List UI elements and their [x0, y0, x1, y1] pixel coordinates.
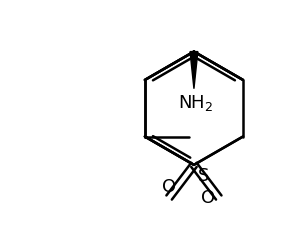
Text: S: S	[198, 167, 209, 185]
Text: O: O	[162, 177, 176, 196]
Text: O: O	[201, 189, 215, 206]
Text: NH$_2$: NH$_2$	[178, 93, 214, 113]
Polygon shape	[190, 52, 198, 89]
